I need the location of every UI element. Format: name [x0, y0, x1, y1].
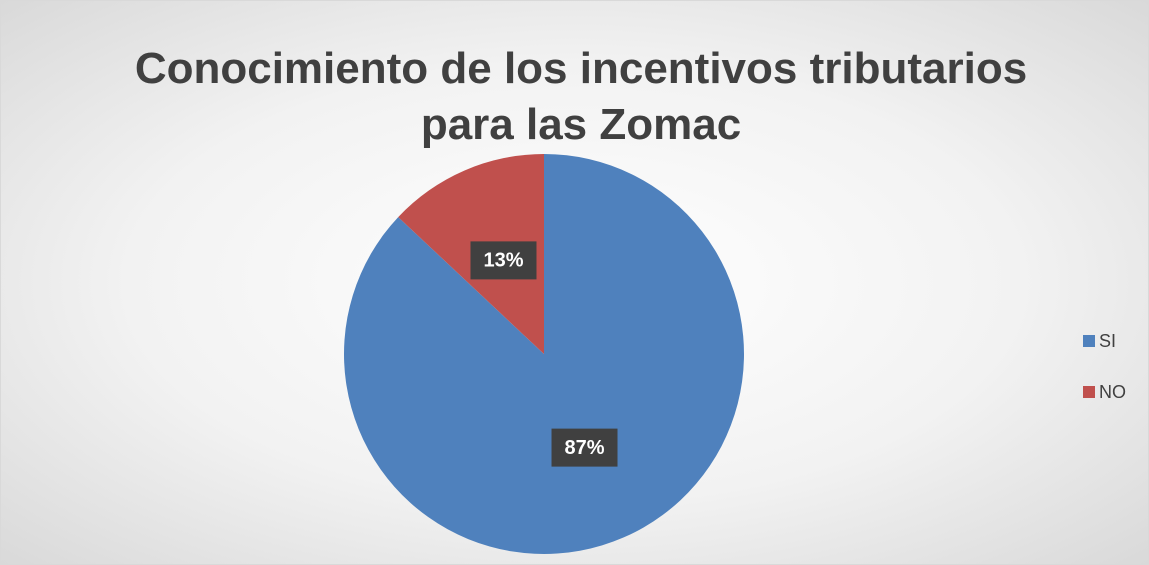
- data-label: 87%: [564, 437, 604, 459]
- legend-swatch: [1083, 335, 1095, 347]
- data-label-box: [551, 428, 618, 467]
- data-label: 13%: [483, 250, 523, 272]
- legend-swatch: [1083, 386, 1095, 398]
- legend-label: NO: [1099, 382, 1126, 402]
- data-label-box: [470, 241, 537, 280]
- legend-label: SI: [1099, 331, 1116, 351]
- chart-title: Conocimiento de los incentivos tributari…: [134, 44, 1028, 149]
